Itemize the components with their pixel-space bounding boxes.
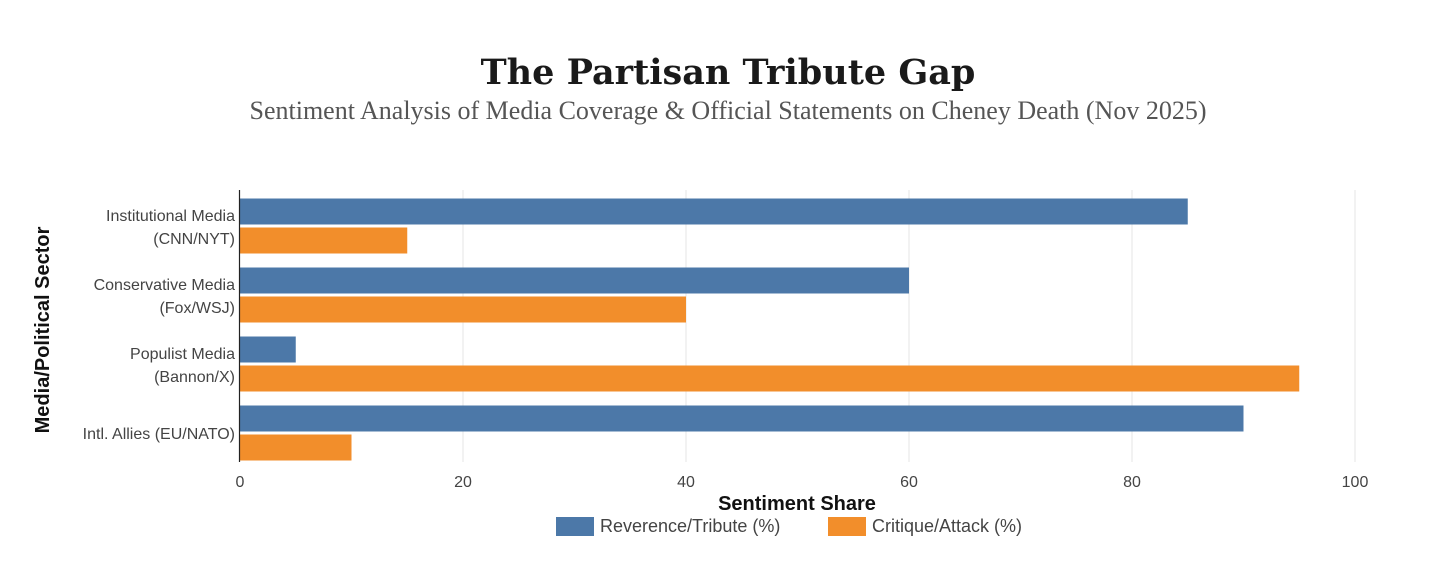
legend-swatch-reverence bbox=[556, 517, 594, 536]
x-tick-label: 100 bbox=[1342, 474, 1369, 491]
y-category-label: (CNN/NYT) bbox=[153, 231, 235, 248]
y-category-label: (Bannon/X) bbox=[154, 369, 235, 386]
y-axis-label: Media/Political Sector bbox=[32, 226, 54, 433]
y-category-label: Intl. Allies (EU/NATO) bbox=[83, 426, 235, 443]
y-category-label: Conservative Media bbox=[94, 277, 236, 294]
chart-title: The Partisan Tribute Gap bbox=[481, 52, 976, 93]
x-tick-label: 20 bbox=[454, 474, 472, 491]
y-category-label: (Fox/WSJ) bbox=[159, 300, 235, 317]
x-tick-label: 0 bbox=[236, 474, 245, 491]
y-category-label: Institutional Media bbox=[106, 208, 235, 225]
x-tick-labels: 0 20 40 60 80 100 bbox=[236, 474, 1369, 491]
bar-reverence-2 bbox=[240, 336, 296, 363]
y-category-label: Populist Media bbox=[130, 346, 235, 363]
y-category-labels: Institutional Media (CNN/NYT) Conservative… bbox=[83, 208, 235, 443]
bar-critique-0 bbox=[240, 227, 408, 254]
x-axis-label: Sentiment Share bbox=[718, 493, 876, 515]
legend-label-reverence: Reverence/Tribute (%) bbox=[600, 516, 780, 536]
bar-critique-1 bbox=[240, 296, 686, 323]
bar-critique-3 bbox=[240, 434, 352, 461]
bar-reverence-1 bbox=[240, 267, 909, 294]
bar-reverence-3 bbox=[240, 405, 1244, 432]
bar-critique-2 bbox=[240, 365, 1300, 392]
legend-swatch-critique bbox=[828, 517, 866, 536]
x-tick-label: 40 bbox=[677, 474, 695, 491]
legend: Reverence/Tribute (%) Critique/Attack (%… bbox=[556, 516, 1022, 536]
x-tick-label: 80 bbox=[1123, 474, 1141, 491]
bars-group bbox=[240, 198, 1300, 461]
legend-label-critique: Critique/Attack (%) bbox=[872, 516, 1022, 536]
chart-subtitle: Sentiment Analysis of Media Coverage & O… bbox=[250, 96, 1207, 125]
bar-reverence-0 bbox=[240, 198, 1188, 225]
x-tick-label: 60 bbox=[900, 474, 918, 491]
